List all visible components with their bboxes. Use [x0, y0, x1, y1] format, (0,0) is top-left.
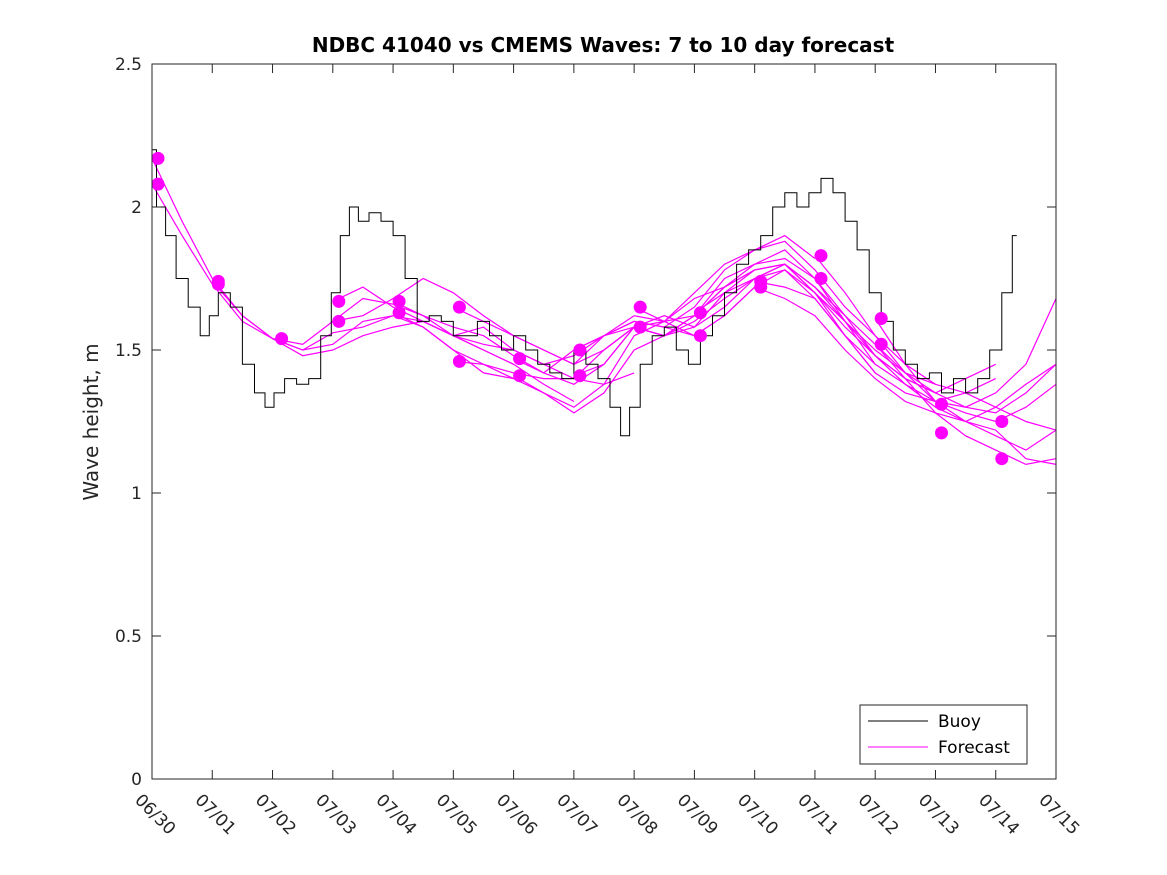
forecast-marker-5 [332, 294, 346, 308]
forecast-marker-15 [633, 300, 647, 314]
y-tick-label-0: 0 [131, 770, 142, 790]
forecast-marker-17 [693, 306, 707, 320]
forecast-marker-1 [151, 177, 165, 191]
y-tick-label-2: 1 [131, 484, 142, 504]
forecast-line-21 [814, 278, 1057, 451]
forecast-line-19 [754, 286, 1057, 423]
legend-buoy-label: Buoy [938, 712, 981, 732]
legend: Buoy Forecast [859, 704, 1028, 765]
forecast-marker-18 [693, 329, 707, 343]
legend-box [859, 704, 1028, 765]
forecast-marker-3 [211, 277, 225, 291]
forecast-marker-16 [633, 320, 647, 334]
forecast-marker-28 [995, 452, 1009, 466]
forecast-marker-22 [814, 272, 828, 285]
forecast-marker-27 [995, 415, 1009, 428]
axes-box [151, 63, 1057, 780]
forecast-marker-24 [874, 337, 888, 351]
forecast-marker-21 [814, 249, 828, 263]
y-tick-label-3: 1.5 [115, 341, 142, 361]
forecast-line-23 [874, 343, 1057, 466]
plot-background [152, 64, 1056, 779]
forecast-marker-10 [452, 354, 466, 368]
forecast-marker-8 [392, 306, 406, 320]
forecast-marker-26 [935, 426, 948, 440]
forecast-marker-0 [151, 151, 165, 165]
forecast-marker-20 [754, 280, 768, 294]
forecast-marker-4 [275, 332, 289, 346]
forecast-marker-13 [573, 343, 587, 357]
chart-title: NDBC 41040 vs CMEMS Waves: 7 to 10 day f… [312, 33, 895, 57]
forecast-marker-6 [332, 314, 346, 328]
forecast-marker-23 [874, 312, 888, 325]
forecast-marker-11 [513, 352, 527, 366]
y-tick-label-5: 2.5 [115, 55, 142, 75]
y-axis-label: Wave height, m [79, 343, 103, 500]
forecast-marker-7 [392, 294, 406, 308]
forecast-marker-14 [573, 369, 587, 383]
legend-forecast-label: Forecast [938, 738, 1010, 758]
y-tick-label-1: 0.5 [115, 627, 142, 647]
forecast-marker-12 [513, 369, 527, 383]
forecast-marker-9 [452, 300, 466, 314]
forecast-marker-25 [935, 397, 948, 411]
y-tick-label-4: 2 [131, 198, 142, 218]
